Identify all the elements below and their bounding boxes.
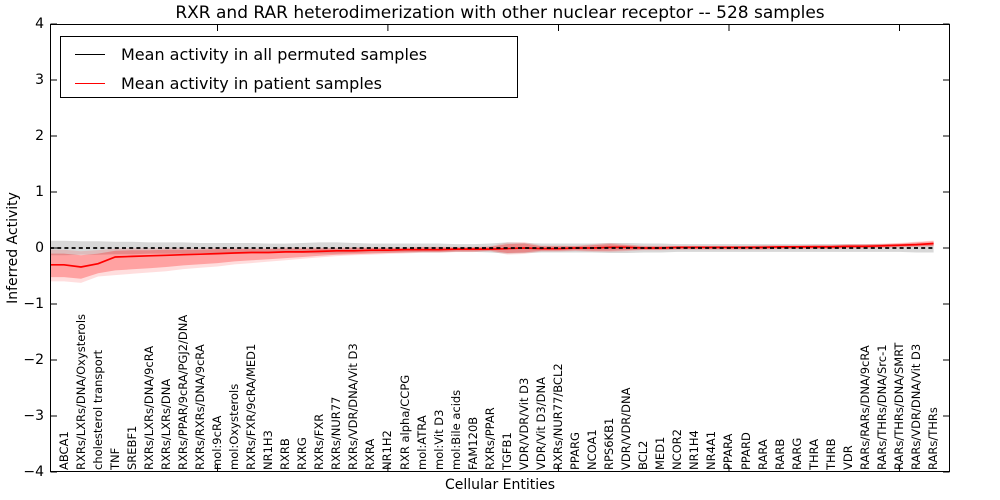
- x-axis-label: Cellular Entities: [444, 477, 556, 493]
- x-tick-label: mol:ATRA: [414, 415, 429, 470]
- x-tick-label: RXRs/LXRs/DNA/9cRA: [141, 345, 156, 470]
- x-tick-label: FAM120B: [465, 416, 480, 470]
- x-tick-label: SREBF1: [124, 425, 139, 470]
- legend-label-permuted: Mean activity in all permuted samples: [121, 44, 428, 64]
- x-tick-label: TNF: [107, 447, 122, 470]
- x-tick-label: NR1H3: [261, 430, 276, 470]
- x-tick-label: RARs/THRs/DNA/Src-1: [874, 344, 889, 470]
- x-tick-label: PPARA: [721, 433, 736, 470]
- legend: Mean activity in all permuted samples Me…: [60, 36, 518, 98]
- x-tick-label: THRA: [806, 438, 821, 470]
- x-tick-label: RXRG: [295, 437, 310, 470]
- x-tick-label: NR4A1: [704, 430, 719, 470]
- x-tick-label: RARG: [789, 437, 804, 470]
- x-tick-label: RXRs/LXRs/DNA: [158, 378, 173, 470]
- y-tick-label: 0: [35, 240, 44, 256]
- legend-label-patient: Mean activity in patient samples: [121, 73, 382, 93]
- x-tick-label: RARs/VDR/DNA/Vit D3: [909, 343, 923, 470]
- x-tick-label: VDR/VDR/Vit D3: [516, 377, 531, 470]
- x-tick-label: mol:9cRA: [209, 415, 224, 470]
- y-tick-label: 3: [35, 72, 44, 88]
- y-tick-label: 4: [35, 16, 44, 32]
- x-tick-label: RXRs/PPAR/9cRA/PGJ2/DNA: [175, 314, 190, 470]
- x-tick-label: VDR/VDR/DNA: [619, 387, 634, 471]
- x-tick-label: RARB: [772, 438, 787, 470]
- x-tick-label: VDR: [840, 445, 855, 470]
- x-tick-label: BCL2: [636, 440, 651, 470]
- x-tick-label: RXRs/PPAR: [482, 407, 497, 470]
- x-tick-label: RARA: [755, 439, 770, 470]
- x-tick-label: NCOA1: [585, 429, 600, 470]
- y-tick-label: −4: [23, 464, 44, 480]
- x-tick-label: PPARD: [738, 432, 753, 470]
- x-tick-label: TGFB1: [499, 432, 514, 470]
- x-tick-label: THRB: [823, 438, 838, 470]
- x-tick-label: RXR alpha/CCPG: [397, 374, 412, 470]
- y-tick-label: −2: [23, 352, 44, 368]
- x-tick-label: RPS6KB1: [602, 417, 617, 470]
- chart-title: RXR and RAR heterodimerization with othe…: [175, 3, 825, 23]
- x-tick-label: ABCA1: [56, 431, 71, 470]
- legend-item-patient: Mean activity in patient samples: [61, 69, 382, 97]
- x-tick-label: RXRs/NUR77/BCL2: [550, 363, 565, 470]
- x-tick-label: RXRs/FXR/9cRA/MED1: [244, 343, 259, 470]
- x-tick-label: VDR/Vit D3/DNA: [533, 377, 548, 470]
- x-tick-label: cholesterol transport: [90, 350, 105, 470]
- y-tick-label: 2: [35, 128, 44, 144]
- y-tick-label: 1: [35, 184, 44, 200]
- legend-line-black: [75, 53, 105, 55]
- x-tick-label: RARs/THRs: [926, 407, 941, 470]
- x-tick-label: RXRs/NUR77: [329, 396, 344, 470]
- y-tick-label: −3: [23, 408, 44, 424]
- x-tick-label: mol:Bile acids: [448, 389, 463, 470]
- x-tick-label: NR1H2: [380, 430, 395, 470]
- x-tick-label: mol:Vit D3: [431, 409, 446, 470]
- x-tick-label: RXRs/RXRs/DNA/9cRA: [192, 344, 207, 470]
- x-tick-label: RARs/RARs/DNA/9cRA: [857, 345, 872, 470]
- legend-line-red: [75, 82, 105, 84]
- x-tick-label: RXRs/FXR: [312, 413, 327, 470]
- legend-item-permuted: Mean activity in all permuted samples: [61, 40, 427, 68]
- x-tick-label: PPARG: [568, 432, 582, 470]
- x-tick-label: RXRs/VDR/DNA/Vit D3: [346, 343, 361, 470]
- x-tick-label: NR1H4: [687, 430, 702, 470]
- x-tick-label: RARs/THRs/DNA/SMRT: [891, 342, 906, 470]
- x-tick-label: NCOR2: [670, 429, 685, 470]
- x-tick-label: MED1: [653, 436, 668, 470]
- x-tick-label: RXRs/LXRs/DNA/Oxysterols: [73, 313, 88, 470]
- x-tick-label: RXRB: [278, 438, 293, 470]
- x-tick-label: RXRA: [363, 438, 378, 470]
- x-tick-label: mol:Oxysterols: [227, 383, 241, 470]
- y-tick-label: −1: [23, 296, 44, 312]
